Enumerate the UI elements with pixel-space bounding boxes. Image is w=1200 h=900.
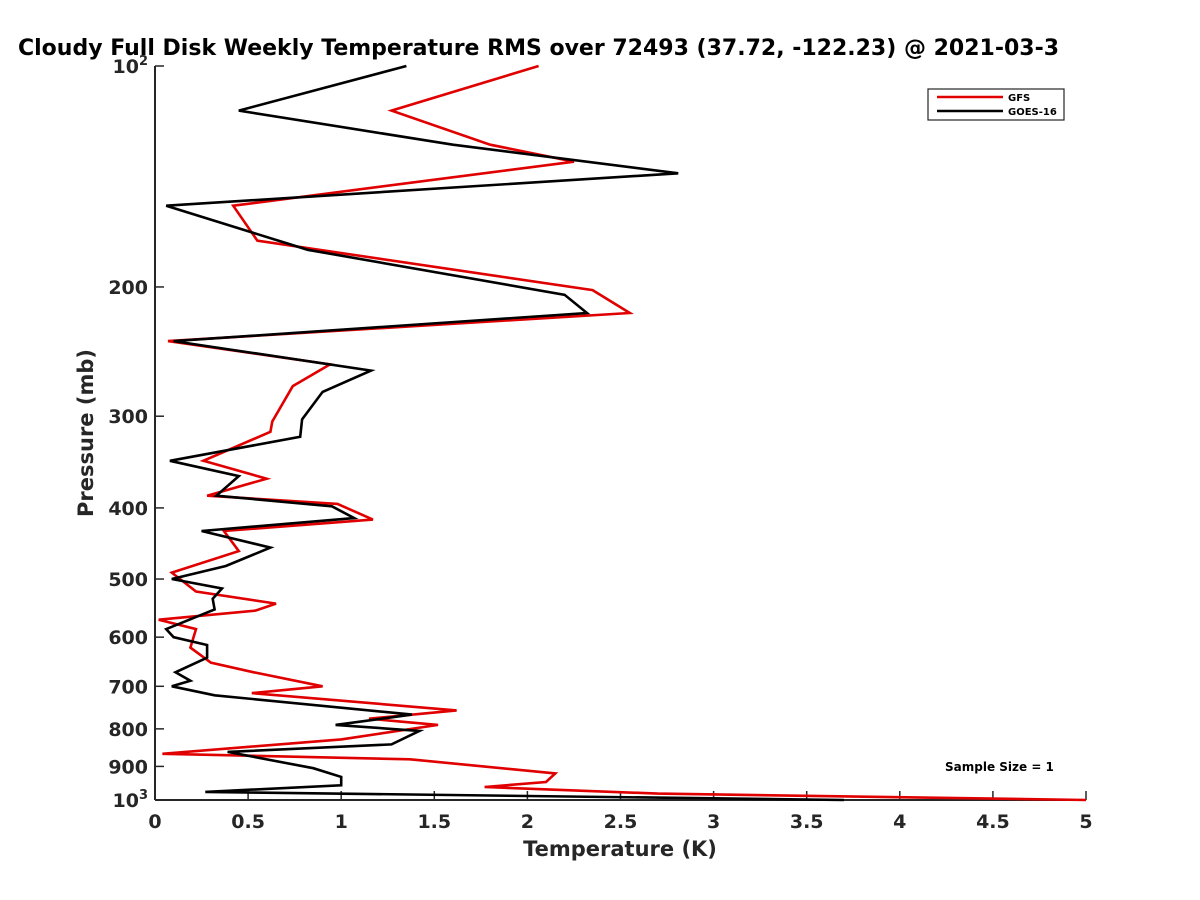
y-tick-label: 400 — [108, 498, 148, 520]
y-ticks: 102 200 300 400 500 600 700 800 900 103 — [108, 54, 164, 812]
y-tick-label: 200 — [108, 277, 148, 299]
y-tick-exponent: 3 — [139, 788, 148, 803]
x-tick-label: 0 — [148, 811, 161, 833]
x-tick-label: 4.5 — [976, 811, 1010, 833]
y-tick-label: 900 — [108, 756, 148, 778]
x-axis-label: Temperature (K) — [523, 837, 717, 861]
legend-label-gfs: GFS — [1008, 93, 1030, 104]
x-tick-label: 1 — [335, 811, 348, 833]
x-tick-label: 2.5 — [604, 811, 638, 833]
x-tick-label: 2 — [521, 811, 534, 833]
y-tick-label: 800 — [108, 719, 148, 741]
x-tick-label: 1.5 — [417, 811, 451, 833]
x-tick-label: 0.5 — [231, 811, 265, 833]
y-axis-label: Pressure (mb) — [74, 349, 98, 517]
y-tick-label: 102 — [113, 54, 149, 78]
legend: GFS GOES-16 — [927, 88, 1065, 121]
y-tick-label: 600 — [108, 627, 148, 649]
x-tick-label: 4 — [893, 811, 906, 833]
y-tick-label: 700 — [108, 676, 148, 698]
legend-box — [927, 88, 1065, 121]
chart-title: Cloudy Full Disk Weekly Temperature RMS … — [18, 36, 1059, 61]
x-ticks: 0 0.5 1 1.5 2 2.5 3 3.5 4 4.5 5 — [148, 791, 1093, 833]
y-tick-exponent: 2 — [139, 54, 148, 69]
y-tick-label: 103 — [113, 788, 149, 812]
x-tick-label: 5 — [1079, 811, 1092, 833]
x-tick-label: 3 — [707, 811, 720, 833]
legend-label-goes-16: GOES-16 — [1008, 107, 1057, 118]
series-line-goes-16 — [163, 64, 844, 802]
sample-size-annotation: Sample Size = 1 — [945, 760, 1054, 774]
x-tick-label: 3.5 — [790, 811, 824, 833]
series-lines — [158, 64, 1087, 802]
y-tick-label: 300 — [108, 406, 148, 428]
y-tick-label: 500 — [108, 569, 148, 591]
